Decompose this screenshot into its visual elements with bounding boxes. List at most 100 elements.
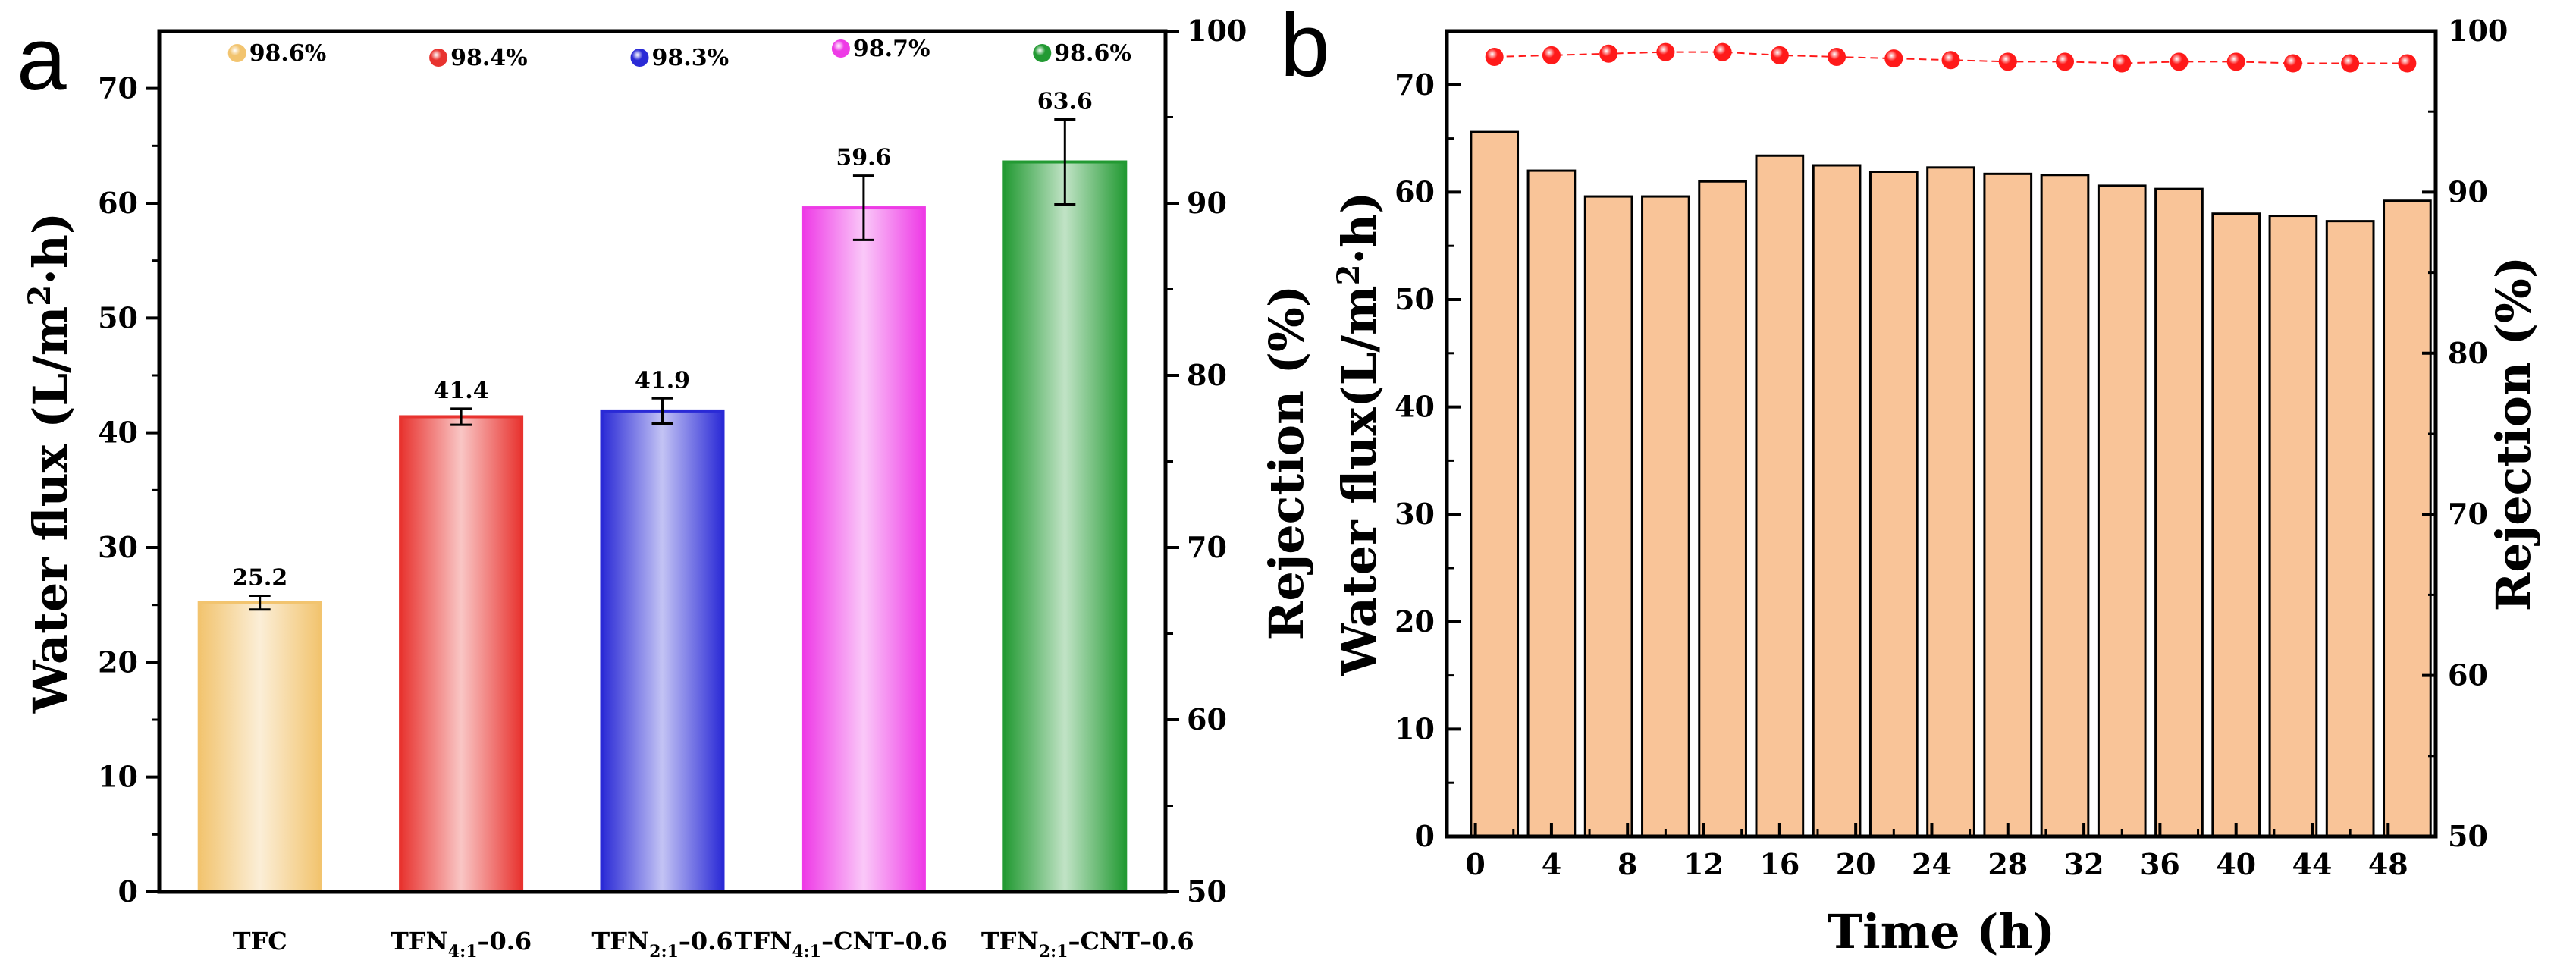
panel-b-bar [2325, 220, 2375, 838]
panel-b-bar [2097, 184, 2147, 838]
panel-b-x-tick-label: 0 [1465, 847, 1485, 881]
panel-b-rejection-point [2056, 52, 2074, 71]
panel-b-y2-axis: 50 60 70 80 90 100 [2422, 14, 2508, 853]
panel-a-rejection-marker [429, 49, 448, 67]
panel-a-y-tick-label: 60 [98, 186, 138, 220]
panel-a-y2-axis-title: Rejection (%) [1259, 285, 1314, 640]
panel-a-rejection-label: 98.4% [450, 45, 528, 71]
panel-b-y2-tick-label: 70 [2448, 497, 2488, 531]
panel-b-bar [1470, 130, 1520, 838]
panel-a-rejection-marker [831, 39, 850, 58]
panel-a-y-tick-label: 50 [98, 300, 138, 334]
panel-b-rejection-point [2398, 54, 2417, 73]
panel-b-y2-tick-label: 100 [2448, 14, 2508, 48]
panel-b-y-axis-title: Water flux(L/m2·h) [1331, 192, 1387, 677]
panel-b-bar [1583, 195, 1633, 838]
panel-a-rejection-marker [1033, 44, 1052, 62]
panel-b-bar [2268, 215, 2318, 838]
panel-a-y2-tick-label: 60 [1187, 702, 1227, 736]
panel-b-y-axis: 0 10 20 30 40 50 60 70 [1395, 67, 1461, 853]
panel-a-data-label: 59.6 [836, 145, 891, 171]
panel-b-x-tick-label: 48 [2368, 847, 2408, 881]
panel-b-bars [1470, 130, 2432, 838]
panel-b-bar [2154, 187, 2204, 838]
panel-a-rejection-label: 98.7% [853, 36, 930, 62]
panel-a-y-tick-label: 20 [98, 645, 138, 679]
panel-a-rejection-label: 98.6% [249, 40, 327, 67]
panel-a-data-label: 41.9 [635, 367, 690, 394]
panel-b-bar [1868, 170, 1919, 838]
panel-b-rejection-point [1485, 47, 1504, 66]
panel-a-category-label: TFN4:1–CNT–0.6 [735, 927, 948, 962]
panel-b-y2-tick-label: 90 [2448, 174, 2488, 209]
panel-b-y-tick-label: 50 [1395, 282, 1435, 316]
panel-a-category-label: TFC [233, 927, 287, 956]
panel-b-x-axis: 0 4 8 12 16 20 24 28 32 36 40 44 48 [1465, 823, 2408, 881]
panel-b-y-tick-label: 40 [1395, 390, 1435, 424]
panel-b-rejection-point [2283, 54, 2302, 73]
panel-b-y-tick-label: 70 [1395, 67, 1435, 102]
panel-a-rejection-label: 98.3% [652, 45, 730, 71]
panel-b-x-tick-label: 8 [1617, 847, 1637, 881]
panel-a-y2-tick-label: 100 [1187, 14, 1247, 48]
panel-b-y2-axis-title: Rejection (%) [2486, 256, 2541, 611]
panel-a-bar [600, 409, 725, 893]
panel-b-y-tick-label: 20 [1395, 604, 1435, 639]
panel-a-rejection-marker [227, 44, 246, 62]
panel-b-bar [1926, 166, 1975, 838]
panel-b-rejection-point [1998, 52, 2017, 71]
panel-b-x-axis-title: Time (h) [1828, 904, 2055, 959]
panel-b-x-tick-label: 32 [2064, 847, 2104, 881]
panel-b-bar [1526, 169, 1577, 838]
panel-b-rejection-point [1599, 44, 1618, 63]
panel-a-bar [1002, 160, 1128, 893]
panel-a-letter: a [17, 9, 67, 109]
panel-a-bar [399, 415, 524, 893]
panel-b-y-tick-label: 30 [1395, 497, 1435, 531]
panel-b-y2-tick-label: 50 [2448, 819, 2488, 853]
panel-a-y2-tick-label: 50 [1187, 874, 1227, 909]
panel-a-category-label: TFN2:1–0.6 [591, 927, 733, 962]
panel-b-rejection-point [2226, 52, 2245, 71]
panel-b-x-tick-label: 16 [1759, 847, 1799, 881]
panel-b-y-tick-label: 60 [1395, 174, 1435, 209]
panel-a-data-label: 41.4 [434, 378, 489, 404]
panel-b-bar [2211, 212, 2261, 838]
panel-b-rejection-point [1884, 49, 1903, 68]
panel-b-bar [2040, 174, 2090, 838]
panel-b-bar [1983, 172, 2033, 838]
panel-b-rejection-point [2341, 54, 2360, 73]
panel-b-x-tick-label: 20 [1836, 847, 1876, 881]
panel-a-y2-tick-label: 80 [1187, 358, 1227, 392]
panel-a-category-label: TFN2:1–CNT–0.6 [981, 927, 1194, 962]
panel-b-bar [1755, 154, 1805, 838]
panel-b-rejection-point [2113, 54, 2132, 73]
panel-a-y-axis-title: Water flux (L/m2·h) [22, 212, 78, 714]
panel-a-error-bars [249, 118, 1076, 611]
panel-b-y-tick-label: 10 [1395, 711, 1435, 745]
panel-a-y-tick-label: 40 [98, 416, 138, 450]
panel-b-y2-tick-label: 80 [2448, 336, 2488, 370]
panel-b-rejection-line [1494, 51, 2408, 64]
panel-a-y-axis: 0 10 20 30 40 50 60 70 [98, 71, 159, 909]
panel-a-bar [801, 206, 926, 893]
panel-b-x-tick-label: 44 [2292, 847, 2333, 881]
panel-b-rejection-point [1941, 51, 1960, 70]
panel-b-rejection-point [1656, 42, 1675, 61]
panel-a-y2-tick-label: 70 [1187, 530, 1227, 564]
panel-a-y-tick-label: 0 [118, 874, 138, 909]
panel-a-chart: 25.2 41.4 41.9 59.6 63.6 98.6% 98.4% 98.3% 98.7… [22, 14, 1314, 962]
panel-b-x-tick-label: 12 [1683, 847, 1724, 881]
panel-b-rejection-points [1485, 42, 2417, 73]
panel-b-bar [2383, 199, 2432, 838]
panel-b-bar [1812, 164, 1862, 838]
panel-b-rejection-point [1770, 46, 1789, 64]
panel-a-y2-tick-label: 90 [1187, 186, 1227, 220]
panel-b-y2-tick-label: 60 [2448, 658, 2488, 692]
panel-a-y-tick-label: 30 [98, 530, 138, 564]
panel-a-rejection-marker [630, 49, 649, 67]
panel-b-letter: b [1280, 0, 1330, 96]
panel-a-rejection-label: 98.6% [1054, 40, 1131, 67]
